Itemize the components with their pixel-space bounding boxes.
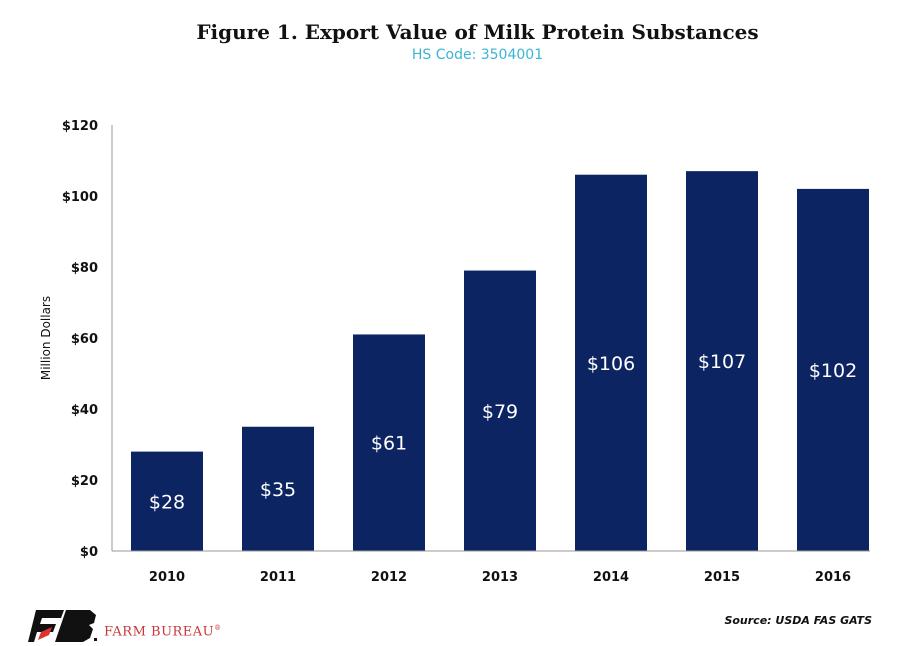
x-tick-label: 2013 [482, 570, 518, 585]
chart-title: Figure 1. Export Value of Milk Protein S… [196, 20, 759, 44]
y-tick-label: $0 [80, 545, 98, 560]
bar-2011 [242, 426, 314, 551]
bar-2015 [686, 171, 758, 551]
x-tick-label: 2015 [704, 570, 740, 585]
farm-bureau-logo [28, 610, 98, 646]
data-label: $35 [260, 479, 296, 501]
bar-2014 [575, 174, 647, 551]
x-tick-label: 2016 [815, 570, 851, 585]
chart-subtitle: HS Code: 3504001 [411, 47, 544, 63]
data-label: $28 [149, 491, 185, 513]
x-tick-label: 2011 [260, 570, 296, 585]
data-label: $79 [482, 401, 518, 423]
y-tick-label: $40 [71, 403, 98, 418]
y-tick-label: $80 [71, 261, 98, 276]
x-tick-label: 2014 [593, 570, 629, 585]
source-note: Source: USDA FAS GATS [724, 614, 872, 627]
x-tick-label: 2012 [371, 570, 407, 585]
bar-2012 [353, 334, 425, 551]
y-tick-label: $100 [62, 190, 98, 205]
x-tick-label: 2010 [149, 570, 185, 585]
data-label: $61 [371, 433, 407, 455]
y-axis-title: Million Dollars [39, 296, 53, 380]
bar-2013 [464, 270, 536, 551]
y-tick-label: $120 [62, 119, 98, 134]
bar-2010 [131, 451, 203, 551]
farm-bureau-wordmark: FARM BUREAU® [104, 624, 222, 640]
data-label: $102 [809, 360, 857, 382]
data-label: $107 [698, 351, 746, 373]
y-tick-label: $60 [71, 332, 98, 347]
bar-2016 [797, 188, 869, 551]
y-tick-label: $20 [71, 474, 98, 489]
data-label: $106 [587, 353, 635, 375]
